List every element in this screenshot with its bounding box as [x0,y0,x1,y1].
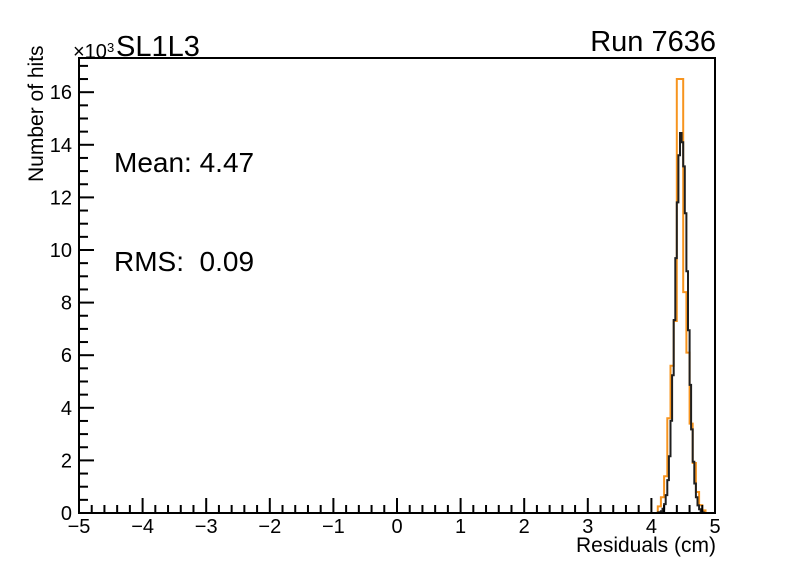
y-axis-multiplier: ×103 [73,40,114,64]
stats-mean: Mean: 4.47 [114,147,255,178]
y-axis-multiplier-exponent: 3 [106,40,115,55]
x-axis-title: Residuals (cm) [575,534,716,557]
x-tick-label: −4 [131,516,154,538]
y-tick-label: 8 [61,293,72,315]
data-histogram-curve [79,132,715,514]
x-tick-label: 0 [391,516,402,538]
stats-box: Mean: 4.47 RMS: 0.09 [114,80,254,344]
run-label: Run 7636 [590,26,716,58]
y-axis-multiplier-base: ×10 [73,41,107,63]
y-tick-label: 12 [50,187,72,209]
x-tick-label: −3 [195,516,218,538]
y-tick-label: 16 [50,82,72,104]
plot-title: SL1L3 [116,31,200,63]
y-tick-label: 10 [50,240,72,262]
x-tick-label: −1 [322,516,345,538]
x-tick-label: 5 [709,516,720,538]
stats-rms: RMS: 0.09 [114,246,255,277]
x-tick-label: 3 [582,516,593,538]
y-tick-label: 6 [61,345,72,367]
y-tick-label: 0 [61,503,72,525]
x-tick-label: 4 [646,516,657,538]
y-tick-label: 14 [50,135,72,157]
reference-histogram-curve [79,78,715,514]
x-tick-label: 2 [519,516,530,538]
x-tick-label: 1 [455,516,466,538]
x-tick-label: −5 [68,516,91,538]
y-axis-title: Number of hits [25,45,48,182]
y-tick-label: 4 [61,398,72,420]
y-tick-label: 2 [61,450,72,472]
x-tick-label: −2 [258,516,281,538]
